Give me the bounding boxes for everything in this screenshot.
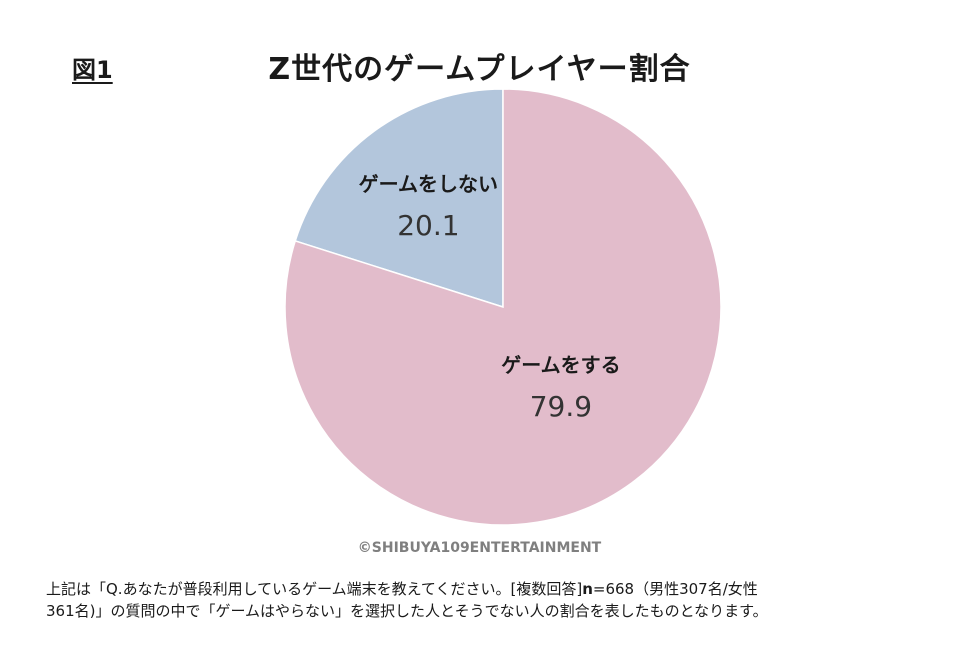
slice-label-1: ゲームをする — [501, 353, 620, 377]
copyright-text: ©SHIBUYA109ENTERTAINMENT — [357, 540, 602, 556]
footnote: 上記は「Q.あなたが普段利用しているゲーム端末を教えてください。[複数回答]n=… — [46, 578, 926, 622]
chart-title: Z世代のゲームプレイヤー割合 — [268, 52, 691, 87]
slice-label-0: ゲームをしない — [359, 172, 498, 196]
slice-value-1: 79.9 — [530, 390, 592, 423]
footnote-part2: =668（男性307名/女性 — [592, 580, 758, 598]
figure-label: 図1 — [72, 56, 113, 84]
footnote-part1: 上記は「Q.あなたが普段利用しているゲーム端末を教えてください。[複数回答] — [46, 580, 583, 598]
pie-slice-1 — [284, 88, 722, 526]
slice-value-0: 20.1 — [397, 209, 459, 242]
footnote-n-label: n — [582, 580, 593, 598]
pie-slice-0 — [294, 88, 504, 309]
footnote-line2: 361名)」の質問の中で「ゲームはやらない」を選択した人とそうでない人の割合を表… — [46, 602, 768, 620]
